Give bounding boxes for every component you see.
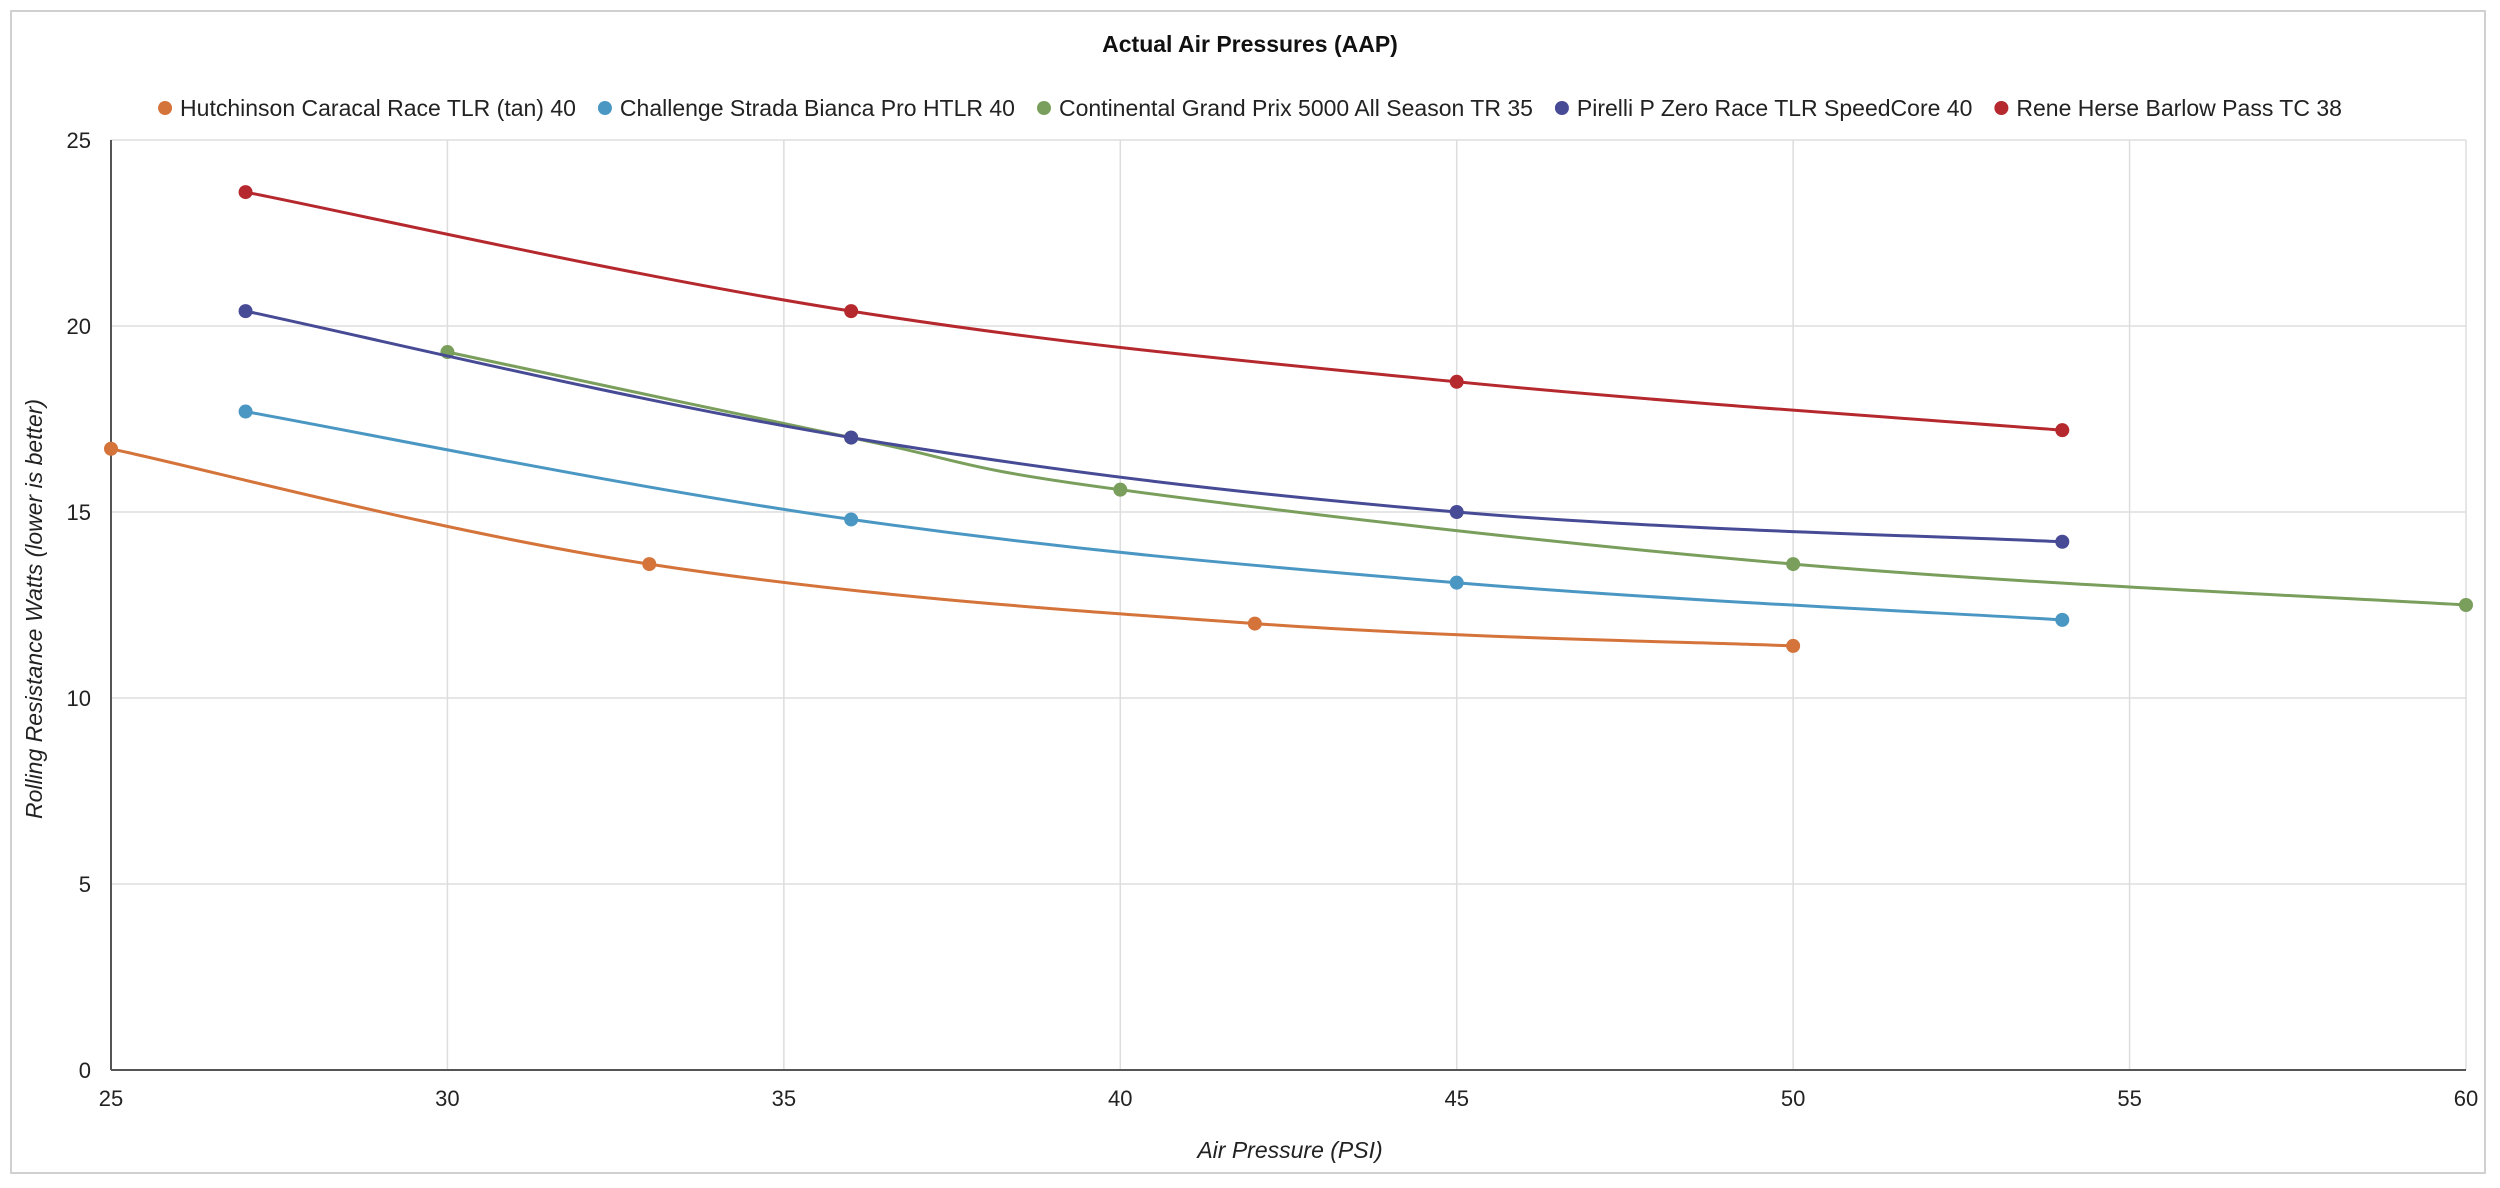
data-point [1449, 505, 1464, 519]
y-tick-label: 15 [67, 500, 91, 525]
series-line [447, 350, 2467, 607]
chart-title: Actual Air Pressures (AAP) [1102, 31, 1398, 57]
legend-marker [597, 101, 612, 115]
data-point [844, 512, 859, 527]
data-point [238, 185, 253, 200]
data-point [2055, 423, 2070, 438]
data-point [1786, 638, 1801, 653]
x-tick-label: 35 [772, 1086, 796, 1111]
data-point [2055, 612, 2070, 627]
y-tick-label: 5 [79, 872, 91, 897]
data-point [104, 441, 118, 456]
y-tick-label: 20 [67, 314, 91, 339]
series-line [245, 410, 2063, 622]
series-1 [104, 441, 1801, 653]
data-point [1786, 557, 1801, 572]
x-tick-label: 50 [1781, 1086, 1805, 1111]
data-point [2459, 598, 2473, 612]
x-axis-title: Air Pressure (PSI) [1195, 1137, 1382, 1163]
data-point [642, 557, 657, 572]
x-tick-label: 60 [2454, 1086, 2478, 1111]
series-5 [238, 185, 2070, 438]
legend-marker [1554, 101, 1569, 115]
data-point [844, 430, 859, 445]
series-4 [238, 304, 2070, 549]
data-point [1113, 482, 1128, 497]
y-tick-label: 10 [67, 686, 91, 711]
series-layer [104, 185, 2473, 653]
gridlines [111, 139, 2467, 1070]
y-axis-title: Rolling Resistance Watts (lower is bette… [21, 399, 47, 819]
y-tick-label: 0 [79, 1058, 91, 1083]
x-tick-label: 45 [1444, 1086, 1468, 1111]
legend-label: Hutchinson Caracal Race TLR (tan) 40 [180, 95, 576, 121]
legend-marker [1036, 101, 1051, 115]
x-tick-label: 40 [1108, 1086, 1132, 1111]
legend-marker [1994, 101, 2009, 115]
x-tick-label: 55 [2117, 1086, 2141, 1111]
legend-label: Challenge Strada Bianca Pro HTLR 40 [620, 95, 1015, 121]
x-tick-label: 30 [435, 1086, 459, 1111]
data-point [1449, 575, 1464, 590]
legend-label: Continental Grand Prix 5000 All Season T… [1059, 95, 1533, 121]
legend: Hutchinson Caracal Race TLR (tan) 40 Chal… [158, 95, 2342, 121]
data-point [844, 304, 859, 319]
series-line [245, 309, 2063, 544]
series-2 [238, 404, 2070, 627]
data-point [2055, 534, 2070, 549]
series-line [245, 190, 2063, 432]
legend-marker [158, 101, 173, 115]
x-tick-label: 25 [99, 1086, 123, 1111]
data-point [238, 304, 253, 319]
legend-label: Rene Herse Barlow Pass TC 38 [2016, 95, 2342, 121]
axes: 25 30 35 40 45 50 55 60 0 5 10 15 20 25 [67, 128, 2479, 1111]
y-tick-label: 25 [67, 128, 91, 153]
series-line [110, 447, 1794, 648]
chart-frame [10, 10, 2486, 1174]
data-point [238, 404, 253, 419]
data-point [1449, 374, 1464, 389]
legend-label: Pirelli P Zero Race TLR SpeedCore 40 [1577, 95, 1972, 121]
data-point [1247, 616, 1262, 631]
